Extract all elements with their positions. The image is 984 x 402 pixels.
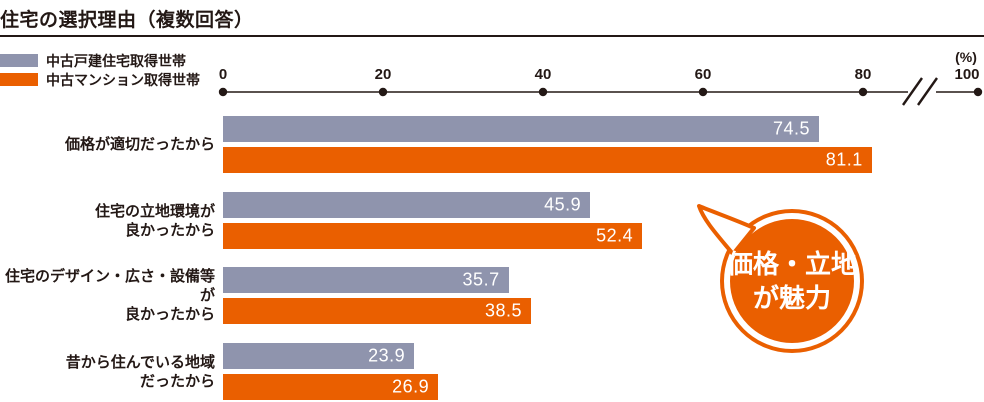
title-rule (0, 35, 984, 37)
category-label: 昔から住んでいる地域 だったから (65, 353, 215, 390)
callout-tail (697, 204, 756, 256)
bar-gray: 45.9 (223, 192, 591, 218)
callout-inner-disc (731, 220, 853, 342)
legend-item-gray: 中古戸建住宅取得世帯 (0, 52, 200, 69)
bar-orange: 38.5 (223, 298, 531, 324)
bar-gray: 35.7 (223, 267, 509, 293)
legend-swatch (0, 54, 38, 67)
bar-value: 35.7 (462, 269, 500, 290)
bar-value: 45.9 (544, 194, 582, 215)
axis-tick-dots (218, 87, 983, 97)
axis-tick-label: 20 (374, 66, 392, 83)
callout-bubble (697, 204, 864, 353)
bar-value: 74.5 (772, 118, 810, 139)
bar-orange: 52.4 (223, 223, 643, 249)
bar-value: 23.9 (368, 345, 406, 366)
axis-tick-label: 60 (694, 66, 712, 83)
axis-tick-label: 40 (534, 66, 552, 83)
bar-value: 38.5 (484, 300, 522, 321)
chart-title: 住宅の選択理由（複数回答） (0, 10, 254, 31)
axis-tick-label: 100 (954, 66, 980, 83)
legend-item-orange: 中古マンション取得世帯 (0, 71, 200, 88)
callout-text: 価格・立地 が魅力 (726, 249, 857, 313)
legend-label: 中古戸建住宅取得世帯 (46, 52, 186, 69)
bar-orange: 26.9 (223, 374, 439, 400)
bar-gray: 23.9 (223, 343, 415, 369)
axis-break-icon (902, 77, 938, 106)
bar-value: 81.1 (825, 149, 863, 170)
category-label: 住宅のデザイン・広さ・設備等が 良かったから (4, 268, 215, 323)
bar-value: 52.4 (596, 225, 634, 246)
legend-swatch (0, 73, 38, 86)
axis-tick-label: 80 (854, 66, 872, 83)
callout-white-ring (724, 213, 860, 349)
category-label: 住宅の立地環境が 良かったから (94, 202, 215, 239)
legend-label: 中古マンション取得世帯 (46, 71, 200, 88)
category-label: 価格が適切だったから (64, 136, 215, 153)
bar-orange: 81.1 (223, 147, 872, 173)
bar-value: 26.9 (392, 376, 430, 397)
axis-unit-label: (%) (955, 49, 977, 65)
legend: 中古戸建住宅取得世帯 中古マンション取得世帯 (0, 54, 200, 92)
axis-tick-label: 0 (218, 66, 228, 83)
bar-gray: 74.5 (223, 116, 819, 142)
